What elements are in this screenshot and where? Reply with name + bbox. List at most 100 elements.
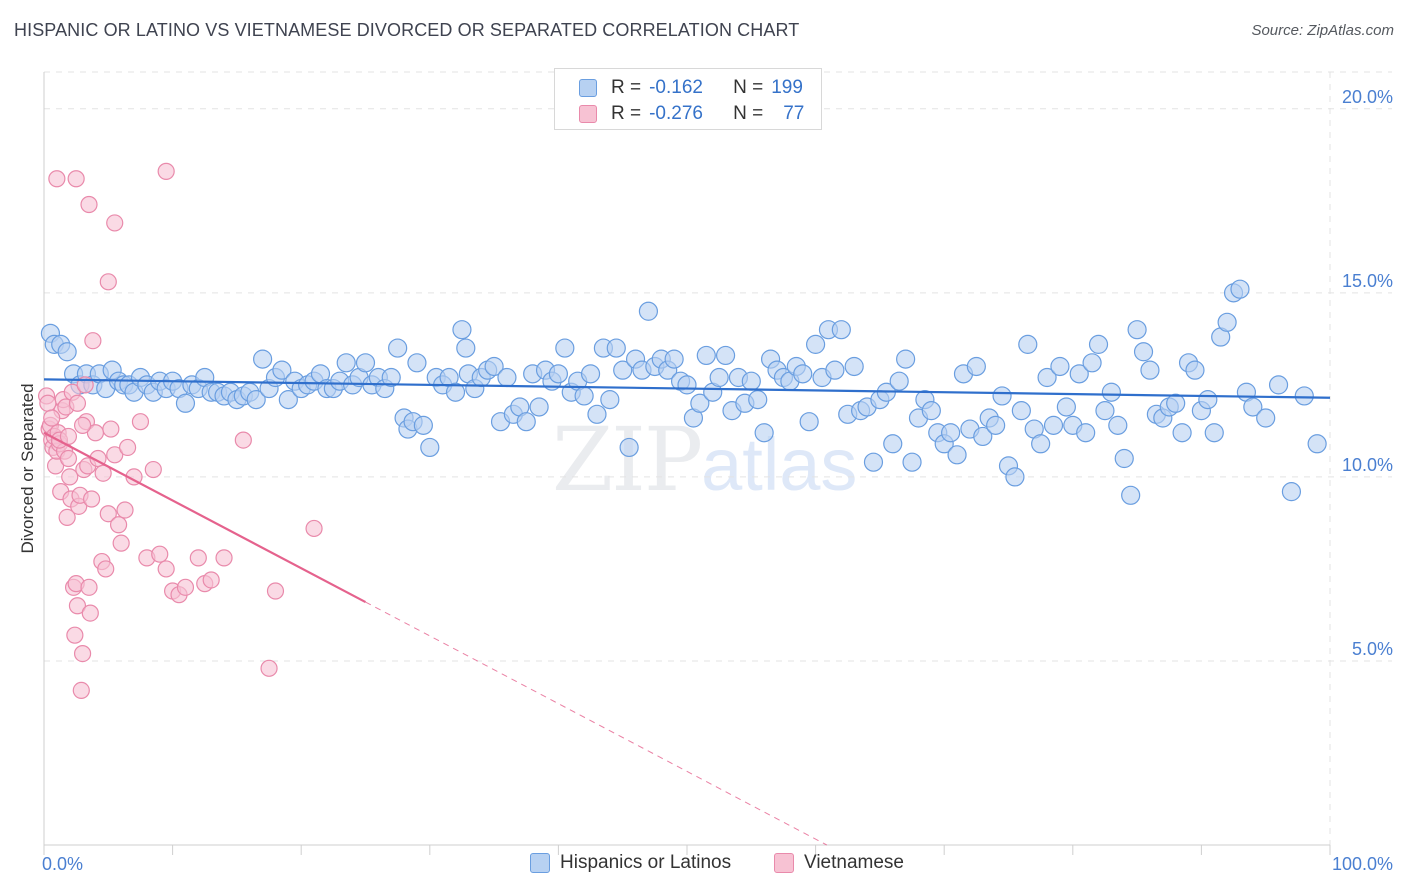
hispanic-point	[966, 356, 986, 377]
hispanic-point	[741, 371, 761, 391]
bottom-legend-label-hispanic: Hispanics or Latinos	[560, 852, 732, 873]
hispanic-point	[1095, 401, 1115, 421]
hispanic-point	[1069, 364, 1089, 384]
hispanic-point	[1217, 312, 1237, 332]
hispanic-point	[748, 390, 768, 410]
legend-n-value: 77	[783, 103, 805, 124]
hispanic-point	[709, 367, 729, 388]
vietnamese-point	[189, 549, 207, 567]
hispanic-point	[246, 390, 266, 410]
hispanic-point	[1108, 415, 1128, 435]
vietnamese-point	[72, 681, 90, 700]
hispanic-point	[1050, 356, 1070, 377]
y-tick-label: 5.0%	[1352, 639, 1393, 659]
bottom-legend-vietnamese: Vietnamese	[774, 852, 904, 874]
hispanic-point	[690, 393, 710, 413]
label-layer: 5.0% 10.0% 15.0% 20.0% 0.0% 100.0% Divorced or…	[18, 87, 1393, 874]
vietnamese-point	[202, 571, 220, 589]
vietnamese-point	[73, 644, 92, 663]
hispanic-point	[1268, 375, 1289, 395]
hispanic-point	[863, 452, 884, 472]
hispanic-point	[638, 301, 659, 321]
hispanic-point	[1166, 393, 1186, 413]
vietnamese-point	[260, 659, 278, 677]
vietnamese-point	[81, 604, 99, 622]
hispanic-point	[1127, 320, 1147, 340]
hispanic-point	[619, 437, 639, 458]
vietnamese-point	[157, 162, 175, 180]
hispanic-point	[381, 367, 401, 388]
legend-n-value: 199	[771, 77, 803, 98]
bottom-legend-swatch-vietnamese	[774, 853, 794, 873]
hispanic-point	[413, 415, 433, 435]
hispanic-point	[606, 338, 626, 358]
y-axis-label: Divorced or Separated	[18, 383, 37, 553]
hispanic-point	[1043, 415, 1064, 435]
hispanic-point	[336, 353, 356, 373]
vietnamese-point	[234, 431, 252, 449]
hispanic-point	[831, 320, 851, 340]
vietnamese-point	[109, 516, 128, 534]
vietnamese-point	[118, 438, 137, 457]
hispanic-point	[941, 423, 961, 443]
hispanic-point	[1121, 485, 1141, 505]
y-tick-label: 15.0%	[1342, 271, 1393, 291]
hispanic-point	[1056, 397, 1076, 417]
hispanic-point	[1076, 423, 1096, 443]
hispanic-point	[1037, 367, 1057, 388]
hispanic-point	[973, 426, 993, 447]
hispanic-point	[1198, 390, 1218, 410]
chart-source: Source: ZipAtlas.com	[1251, 22, 1394, 39]
bottom-legend-hispanic: Hispanics or Latinos	[530, 852, 731, 874]
watermark-zip: ZIP	[552, 408, 703, 511]
trend-layer	[43, 378, 1331, 846]
bottom-legend-swatch-hispanic	[530, 853, 550, 873]
hispanic-point	[1172, 423, 1192, 443]
hispanic-point	[388, 338, 408, 358]
legend-swatch-hispanic	[579, 79, 597, 97]
hispanic-point	[516, 412, 536, 432]
vietnamese-point	[67, 170, 85, 188]
hispanic-point	[1088, 334, 1109, 354]
vietnamese-point	[39, 394, 57, 412]
hispanic-point	[407, 353, 427, 373]
y-tick-label: 10.0%	[1342, 455, 1393, 475]
hispanic-point	[278, 390, 298, 410]
vietnamese-point	[43, 409, 61, 427]
vietnamese-trend-line	[43, 431, 367, 604]
hispanic-point	[992, 386, 1012, 406]
hispanic-point	[1031, 434, 1051, 454]
vietnamese-point	[102, 420, 120, 438]
hispanic-point	[613, 360, 633, 380]
legend-r-value: -0.276	[649, 103, 703, 124]
vietnamese-point	[106, 214, 124, 232]
hispanic-point	[175, 393, 196, 413]
legend-r-value: -0.162	[649, 77, 703, 98]
hispanic-point	[587, 404, 607, 424]
hispanic-point	[825, 360, 845, 380]
hispanic-point	[883, 434, 903, 454]
hispanic-point	[355, 353, 376, 373]
hispanic-point	[57, 342, 77, 362]
hispanic-point	[921, 401, 941, 421]
axis-layer	[43, 72, 1331, 855]
hispanic-point	[805, 334, 826, 354]
hispanic-point	[1011, 401, 1031, 421]
hispanic-point	[844, 356, 864, 377]
vietnamese-point	[112, 534, 130, 552]
vietnamese-point	[176, 578, 195, 596]
hispanic-point	[793, 364, 813, 384]
legend-n-label: N =	[733, 77, 764, 98]
hispanic-point	[1018, 334, 1038, 354]
legend-n-label: N =	[733, 103, 764, 124]
hispanic-point	[445, 382, 466, 402]
vietnamese-point	[80, 578, 98, 596]
hispanic-point	[1005, 467, 1025, 487]
hispanic-point	[754, 423, 774, 443]
vietnamese-point	[48, 170, 66, 188]
legend-swatch-vietnamese	[579, 105, 597, 123]
hispanic-point	[902, 452, 922, 472]
legend-row-hispanic: R = -0.162 N = 199	[579, 75, 803, 101]
hispanic-point	[1082, 353, 1102, 373]
points-layer	[37, 162, 1327, 700]
